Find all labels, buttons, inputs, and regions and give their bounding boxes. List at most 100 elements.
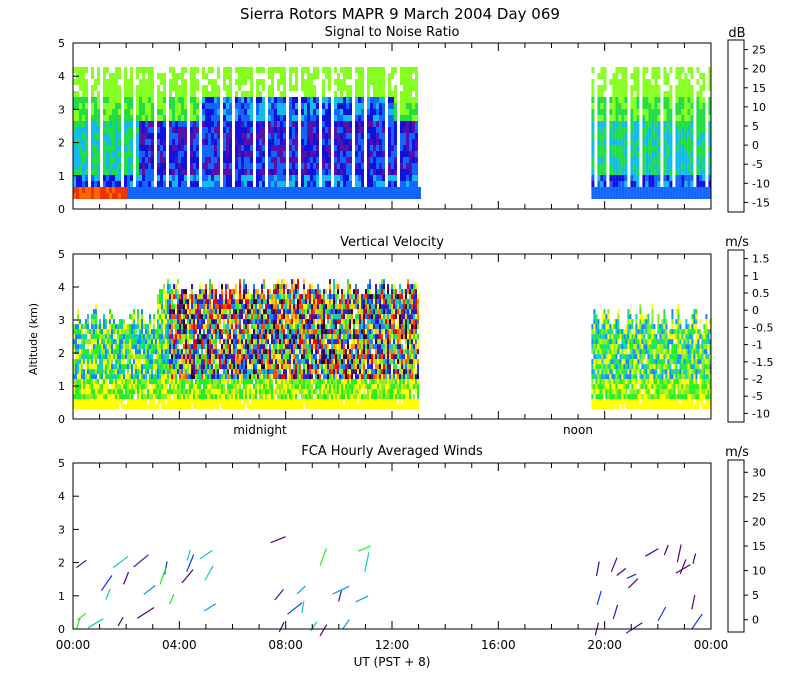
snr-cell	[289, 127, 292, 133]
snr-cell	[337, 103, 340, 109]
velocity-cell	[125, 344, 127, 350]
snr-cell	[609, 97, 613, 103]
snr-cell	[597, 91, 601, 97]
velocity-cell	[83, 379, 85, 385]
snr-cell	[654, 103, 658, 109]
velocity-cell	[283, 339, 285, 345]
snr-cell	[196, 139, 199, 145]
snr-cell	[400, 97, 403, 103]
snr-cell	[630, 133, 634, 139]
snr-cell	[379, 79, 382, 85]
snr-cell	[271, 109, 274, 115]
snr-cell	[609, 157, 613, 163]
snr-cell	[142, 193, 145, 199]
snr-cell	[241, 139, 244, 145]
snr-cell	[349, 181, 352, 187]
velocity-cell	[205, 314, 207, 320]
velocity-cell	[143, 399, 145, 405]
snr-cell	[94, 163, 97, 169]
snr-cell	[642, 109, 646, 115]
velocity-cell	[159, 289, 161, 295]
velocity-cell	[283, 309, 285, 315]
snr-cell	[645, 79, 649, 85]
velocity-cell	[273, 289, 275, 295]
snr-cell	[612, 127, 616, 133]
snr-cell	[337, 121, 340, 127]
velocity-cell	[173, 379, 175, 385]
snr-cell	[370, 121, 373, 127]
snr-cell	[591, 115, 595, 121]
velocity-cell	[133, 339, 135, 345]
velocity-cell	[159, 319, 161, 325]
velocity-cell	[175, 329, 177, 335]
velocity-cell	[267, 294, 269, 300]
velocity-cell	[167, 279, 169, 285]
snr-cell	[675, 187, 679, 193]
snr-cell	[642, 145, 646, 151]
snr-cell	[340, 121, 343, 127]
velocity-cell	[189, 384, 191, 390]
velocity-cell	[197, 374, 199, 380]
snr-cell	[373, 67, 376, 73]
velocity-cell	[123, 319, 125, 325]
velocity-cell	[255, 314, 257, 320]
velocity-cell	[181, 399, 183, 405]
snr-cell	[675, 85, 679, 91]
snr-cell	[669, 85, 673, 91]
velocity-cell	[79, 354, 81, 360]
snr-cell	[250, 187, 253, 193]
velocity-cell	[137, 379, 139, 385]
snr-cell	[349, 73, 352, 79]
snr-cell	[412, 103, 415, 109]
velocity-cell	[237, 334, 239, 340]
velocity-cell	[193, 374, 195, 380]
velocity-cell	[289, 374, 291, 380]
velocity-cell	[209, 304, 211, 310]
snr-cell	[292, 97, 295, 103]
velocity-cell	[235, 334, 237, 340]
velocity-cell	[235, 404, 237, 410]
velocity-cell	[75, 334, 77, 340]
snr-cell	[675, 181, 679, 187]
velocity-cell	[191, 309, 193, 315]
velocity-cell	[205, 389, 207, 395]
velocity-cell	[161, 399, 163, 405]
snr-cell	[226, 193, 229, 199]
velocity-cell	[191, 354, 193, 360]
snr-cell	[376, 193, 379, 199]
snr-cell	[211, 133, 214, 139]
snr-cell	[648, 193, 652, 199]
velocity-cell	[177, 379, 179, 385]
velocity-cell	[273, 349, 275, 355]
velocity-cell	[269, 404, 271, 410]
snr-cell	[124, 109, 127, 115]
velocity-cell	[91, 314, 93, 320]
velocity-cell	[173, 389, 175, 395]
snr-cell	[211, 157, 214, 163]
velocity-cell	[257, 314, 259, 320]
snr-cell	[696, 133, 700, 139]
snr-cell	[268, 157, 271, 163]
snr-cell	[648, 109, 652, 115]
snr-cell	[277, 79, 280, 85]
snr-cell	[675, 67, 679, 73]
velocity-cell	[79, 384, 81, 390]
velocity-cell	[259, 374, 261, 380]
velocity-cell	[159, 384, 161, 390]
velocity-cell	[285, 299, 287, 305]
snr-cell	[313, 169, 316, 175]
velocity-cell	[179, 304, 181, 310]
snr-cell	[139, 91, 142, 97]
velocity-cell	[241, 344, 243, 350]
snr-cell	[702, 121, 706, 127]
snr-cell	[208, 133, 211, 139]
snr-cell	[205, 127, 208, 133]
velocity-cell	[221, 309, 223, 315]
snr-cell	[367, 175, 370, 181]
velocity-cell	[85, 364, 87, 370]
velocity-cell	[77, 354, 79, 360]
snr-cell	[310, 181, 313, 187]
snr-cell	[687, 91, 691, 97]
snr-cell	[115, 133, 118, 139]
velocity-cell	[101, 354, 103, 360]
